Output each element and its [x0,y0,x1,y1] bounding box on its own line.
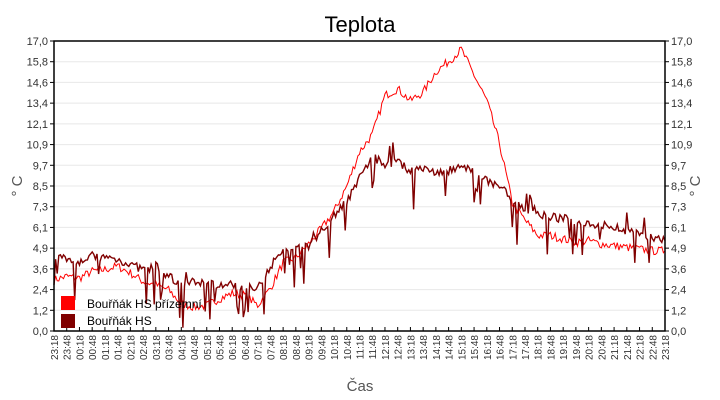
y-axis-left: 0,0 1,2 2,4 3,6 4,9 6,1 7,3 8,5 9,7 10,9 12,1 13,4 1… [27,36,54,338]
x-tick-label: 08:18 [279,335,290,360]
x-tick-label: 07:48 [266,335,277,360]
x-tick-label: 09:18 [305,335,316,360]
legend-label-prizemni: Bouřňák HS přízemní [87,297,202,311]
x-tick-label: 06:48 [241,335,252,360]
y-tick-label: 17,0 [27,36,48,48]
y-tick-label: 8,5 [671,181,686,193]
legend-label-hs: Bouřňák HS [87,314,152,328]
x-tick-label: 19:18 [559,335,570,360]
x-tick-label: 01:18 [101,335,112,360]
x-tick-label: 02:48 [139,335,150,360]
y-tick-label: 7,3 [671,202,686,214]
y-tick-label: 12,1 [27,119,48,131]
x-tick-label: 18:48 [546,335,557,360]
x-tick-label: 21:18 [610,335,621,360]
y-axis-label-left: ° C [9,175,26,196]
y-tick-label: 13,4 [27,98,48,110]
x-tick-label: 16:18 [483,335,494,360]
y-tick-label: 9,7 [33,160,48,172]
y-axis-label-right: ° C [687,175,704,196]
legend: Bouřňák HS přízemní Bouřňák HS [61,296,202,328]
y-tick-label: 8,5 [33,181,48,193]
x-tick-label: 07:18 [254,335,265,360]
x-tick-label: 16:48 [496,335,507,360]
x-tick-label: 02:18 [126,335,137,360]
y-tick-label: 15,8 [671,57,692,69]
grid-lines [54,61,665,311]
x-tick-label: 05:48 [215,335,226,360]
y-tick-label: 15,8 [27,57,48,69]
x-tick-label: 22:18 [636,335,647,360]
y-tick-label: 6,1 [33,222,48,234]
y-tick-label: 10,9 [671,140,692,152]
series-lines [53,46,666,328]
x-tick-label: 05:18 [203,335,214,360]
x-tick-label: 18:18 [534,335,545,360]
x-tick-label: 08:48 [292,335,303,360]
x-tick-label: 20:48 [597,335,608,360]
x-tick-label: 11:18 [356,335,367,360]
y-tick-label: 3,6 [33,264,48,276]
x-tick-label: 14:48 [445,335,456,360]
x-tick-label: 20:18 [585,335,596,360]
y-tick-label: 4,9 [33,243,48,255]
x-tick-label: 17:18 [508,335,519,360]
y-tick-label: 7,3 [33,202,48,214]
x-tick-label: 13:18 [406,335,417,360]
x-tick-label: 01:48 [114,335,125,360]
y-tick-label: 3,6 [671,264,686,276]
x-tick-label: 06:18 [228,335,239,360]
x-tick-label: 12:18 [381,335,392,360]
x-tick-label: 17:48 [521,335,532,360]
x-tick-label: 23:18 [50,335,61,360]
legend-swatch-prizemni [61,296,75,310]
x-tick-label: 04:18 [177,335,188,360]
x-tick-label: 12:48 [394,335,405,360]
y-tick-label: 10,9 [27,140,48,152]
x-tick-label: 22:48 [648,335,659,360]
y-tick-label: 14,6 [27,77,48,89]
x-tick-label: 03:48 [165,335,176,360]
y-tick-label: 17,0 [671,36,692,48]
x-axis: 23:18 23:48 00:18 00:48 01:18 01:48 02:18 02:48… [50,327,672,360]
y-tick-label: 13,4 [671,98,692,110]
x-tick-label: 21:48 [623,335,634,360]
y-tick-label: 0,0 [671,326,686,338]
x-tick-label: 23:48 [63,335,74,360]
y-tick-label: 1,2 [33,305,48,317]
y-tick-label: 2,4 [33,285,48,297]
x-tick-label: 04:48 [190,335,201,360]
x-tick-label: 00:18 [75,335,86,360]
x-tick-label: 11:48 [368,335,379,360]
x-tick-label: 10:18 [330,335,341,360]
x-tick-label: 13:48 [419,335,430,360]
y-tick-label: 14,6 [671,77,692,89]
x-tick-label: 15:48 [470,335,481,360]
chart-title: Teplota [325,12,397,37]
x-tick-label: 14:18 [432,335,443,360]
legend-swatch-hs [61,314,75,328]
x-tick-label: 10:48 [343,335,354,360]
y-tick-label: 2,4 [671,285,686,297]
series-line-prizemni [53,46,666,312]
y-tick-label: 4,9 [671,243,686,255]
y-tick-label: 12,1 [671,119,692,131]
x-tick-label: 09:48 [317,335,328,360]
x-tick-label: 19:48 [572,335,583,360]
y-tick-label: 1,2 [671,305,686,317]
x-axis-label: Čas [347,378,374,395]
x-tick-label: 00:48 [88,335,99,360]
y-tick-label: 6,1 [671,222,686,234]
y-axis-right: 0,0 1,2 2,4 3,6 4,9 6,1 7,3 8,5 9,7 10,9 12,1 13,4 1… [665,36,692,338]
x-tick-label: 15:18 [457,335,468,360]
y-tick-label: 9,7 [671,160,686,172]
series-line-hs [53,142,666,328]
x-tick-label: 23:18 [661,335,672,360]
y-tick-label: 0,0 [33,326,48,338]
x-tick-label: 03:18 [152,335,163,360]
